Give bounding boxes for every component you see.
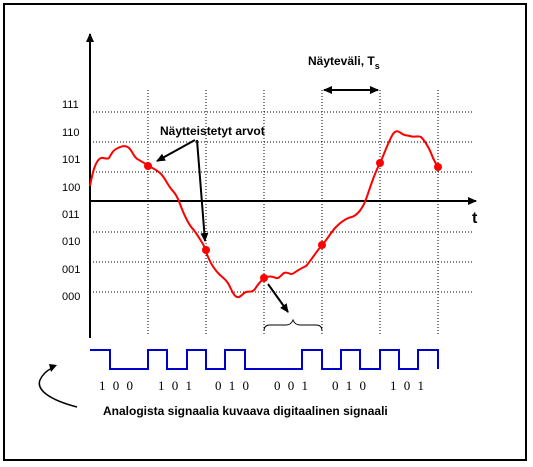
curved-arrow: [38, 367, 78, 408]
level-label-011: 011: [62, 209, 80, 221]
level-label-101: 101: [62, 154, 80, 166]
level-label-100: 100: [62, 182, 80, 194]
sample-point: [202, 246, 210, 254]
sampled-values-arrow-down: [196, 139, 209, 242]
t-axis-label: t: [472, 210, 478, 227]
sample-gridlines: [147, 90, 439, 335]
level-label-000: 000: [62, 291, 80, 303]
bit-group-label: 0 0 1: [274, 378, 310, 393]
bit-group-label: 1 0 1: [390, 378, 426, 393]
sampled-values-arrow-left: [156, 139, 196, 162]
level-label-001: 001: [62, 264, 80, 276]
sample-point: [376, 159, 384, 167]
level-label-110: 110: [62, 127, 80, 139]
sampling-interval-label: Näyteväli, Ts: [308, 54, 380, 71]
level-label-010: 010: [62, 236, 80, 248]
sample-points: [144, 159, 442, 282]
sample-point: [144, 162, 152, 170]
code-brace: [263, 318, 323, 332]
bit-group-label: 0 1 0: [215, 378, 251, 393]
sampled-values-label: Näytteistetyt arvot: [160, 124, 265, 138]
bit-labels: 1 0 0 1 0 1 0 1 0 0 0 1 0 1 0 1 0 1: [99, 378, 426, 393]
bit-group-label: 0 1 0: [332, 378, 368, 393]
sample-point: [434, 163, 442, 171]
sample-point: [260, 274, 268, 282]
level-gridlines: [90, 111, 472, 293]
level-labels: 111 110 101 100 011 010 001 000: [62, 99, 80, 303]
digital-signal-waveform: [90, 349, 439, 370]
sample-point: [318, 241, 326, 249]
sample-to-code-arrow: [267, 283, 289, 313]
level-label-111: 111: [62, 99, 79, 111]
analog-signal-curve: [89, 130, 439, 299]
curved-arrow-head: [49, 364, 57, 372]
bit-group-label: 1 0 0: [99, 378, 135, 393]
bit-group-label: 1 0 1: [158, 378, 194, 393]
caption: Analogista signaalia kuvaava digitaaline…: [103, 404, 388, 418]
